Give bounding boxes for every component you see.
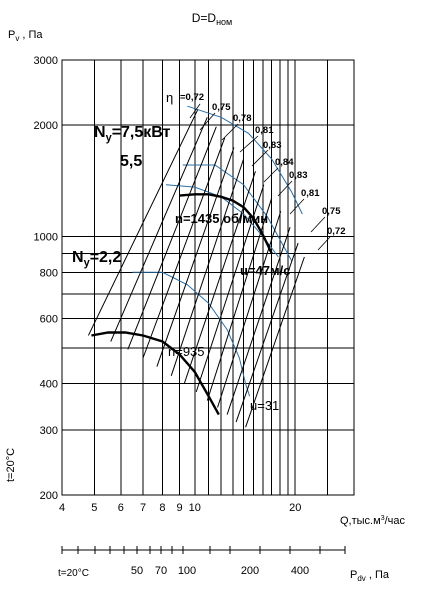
dynamic-axis-tick-label: 400 — [291, 565, 309, 577]
efficiency-line — [127, 126, 217, 350]
y-tick-label: 1000 — [34, 231, 58, 243]
x-axis-title-sup: 3 — [381, 515, 385, 522]
dynamic-axis-tick-label: 100 — [178, 565, 196, 577]
eta-value-label: 0,83 — [289, 170, 308, 181]
efficiency-line — [142, 137, 226, 358]
x-tick-label: 10 — [189, 502, 201, 514]
performance-curve — [91, 331, 220, 416]
eta-leader — [277, 180, 293, 197]
efficiency-curve — [182, 164, 293, 261]
efficiency-line — [245, 256, 305, 428]
y-axis-title-main: P — [8, 29, 15, 41]
power-label-high-main: N — [94, 124, 106, 141]
x-tick-label: 8 — [159, 502, 165, 514]
chart-title-main: D=D — [192, 11, 217, 25]
eta-value-label: 0,75 — [212, 102, 231, 113]
y-axis-title: Pv , Па — [8, 29, 43, 43]
eta-value-label: 0,81 — [255, 125, 274, 136]
power-label-low: Nу=2,2 — [72, 249, 121, 269]
efficiency-curve — [187, 105, 303, 215]
eta-leader — [289, 198, 305, 215]
dynamic-axis-title-main: P — [350, 569, 357, 581]
speed-label-high: n=1435 об/мин — [175, 211, 268, 226]
y-tick-label: 400 — [40, 379, 58, 391]
y-axis-title-sub: v — [15, 34, 19, 43]
eta-leader — [251, 149, 269, 167]
power-label-low-rest: =2,2 — [90, 249, 122, 266]
eta-leader — [221, 123, 239, 141]
eta-value-label: 0,78 — [233, 113, 252, 124]
efficiency-line — [206, 197, 273, 401]
tick-layer: 4 5 6 7 8 9 10 20 200 300 400 600 800 1000 2000 3000 — [34, 55, 302, 514]
annotation-labels: η =0,720,750,780,810,830,840,830,810,750,… — [72, 90, 346, 413]
x-axis-title: Q,тыс.м3/час — [340, 515, 405, 527]
y-tick-label: 3000 — [34, 55, 58, 67]
eta-leader — [239, 135, 259, 153]
x-tick-label: 9 — [176, 502, 182, 514]
velocity-label-high: u=47м/с — [240, 263, 290, 278]
y-tick-label: 600 — [40, 314, 58, 326]
eta-value-label: 0,84 — [275, 157, 294, 168]
y-tick-label: 300 — [40, 425, 58, 437]
x-tick-label: 20 — [289, 502, 301, 514]
x-tick-label: 4 — [59, 502, 65, 514]
power-label-mid: 5,5 — [120, 153, 142, 170]
eta-leader — [199, 112, 216, 131]
efficiency-line — [195, 184, 265, 393]
x-axis-title-rest: /час — [385, 515, 406, 527]
velocity-label-low: u=31 — [250, 398, 279, 413]
plot-frame — [61, 59, 355, 496]
power-label-high: Nу=7,5кВт — [94, 124, 171, 144]
efficiency-line — [87, 109, 199, 336]
eta-value-label: =0,72 — [180, 92, 204, 103]
eta-leader — [317, 236, 331, 251]
efficiency-line — [226, 226, 291, 415]
y-tick-label: 2000 — [34, 120, 58, 132]
efficiency-line — [217, 211, 282, 408]
eta-value-label: 0,81 — [301, 188, 320, 199]
x-axis-title-main: Q,тыс.м — [340, 515, 381, 527]
power-label-high-sub: у — [106, 132, 113, 144]
eta-value-label: 0,83 — [263, 140, 282, 151]
efficiency-line — [235, 242, 299, 423]
y-tick-label: 200 — [40, 490, 58, 502]
efficiency-curve — [132, 271, 251, 397]
x-tick-label: 7 — [140, 502, 146, 514]
dynamic-axis-title-sub: dv — [357, 574, 365, 583]
speed-label-low: n=935 — [168, 344, 205, 359]
eta-leader — [310, 216, 326, 233]
power-label-low-main: N — [72, 249, 84, 266]
dynamic-axis-tick-label: 70 — [155, 565, 167, 577]
performance-curve — [179, 193, 273, 254]
eta-symbol: η — [166, 90, 173, 105]
eta-value-label: 0,72 — [327, 226, 346, 237]
x-tick-label: 6 — [118, 502, 124, 514]
dynamic-axis-title-rest: , Па — [366, 569, 390, 581]
efficiency-line — [110, 117, 208, 342]
efficiency-line — [156, 147, 235, 367]
dynamic-axis-tick-label: 200 — [241, 565, 259, 577]
chart-title: D=Dном — [192, 11, 233, 27]
grid-layer — [61, 59, 355, 496]
y-tick-label: 800 — [40, 267, 58, 279]
dynamic-pressure-axis: 50 70 100 200 400 — [61, 546, 346, 577]
dynamic-axis-tick-label: 50 — [131, 565, 143, 577]
eta-value-label: 0,75 — [322, 206, 341, 217]
chart-title-sub: ном — [216, 17, 232, 27]
efficiency-line — [170, 158, 245, 376]
x-tick-label: 5 — [91, 502, 97, 514]
dynamic-temperature-note: t=20°C — [58, 568, 89, 579]
left-temperature-note: t=20°C — [5, 448, 17, 482]
power-label-low-sub: у — [84, 257, 91, 269]
y-axis-title-rest: , Па — [19, 29, 43, 41]
power-label-high-rest: =7,5кВт — [112, 124, 171, 141]
eta-leader — [263, 167, 279, 183]
dynamic-axis-title: Pdv , Па — [350, 569, 390, 583]
performance-curves — [91, 193, 273, 416]
eta-leader — [189, 103, 201, 119]
